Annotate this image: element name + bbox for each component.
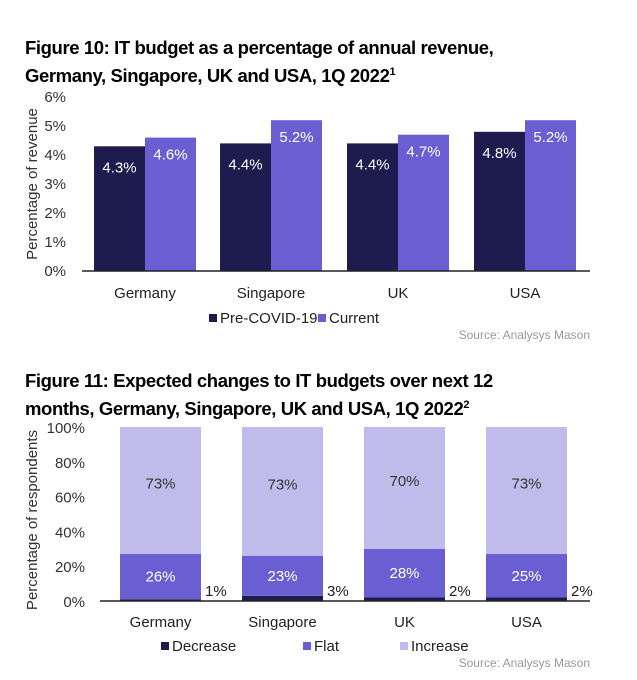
category-label: Germany bbox=[130, 614, 192, 631]
bar-decrease bbox=[486, 597, 567, 601]
legend-label: Increase bbox=[411, 638, 469, 655]
bar-pre-covid-19 bbox=[474, 131, 525, 271]
figure-11-title-line1: Figure 11: Expected changes to IT budget… bbox=[25, 370, 493, 391]
y-tick-label: 5% bbox=[44, 118, 66, 135]
bar-decrease bbox=[242, 595, 323, 601]
category-label: USA bbox=[511, 614, 542, 631]
data-label: 4.3% bbox=[102, 159, 136, 176]
y-tick-label: 20% bbox=[55, 559, 85, 576]
category-label: Germany bbox=[114, 285, 176, 302]
y-tick-label: 6% bbox=[44, 89, 66, 106]
data-label: 73% bbox=[145, 476, 175, 493]
data-label: 2% bbox=[571, 583, 593, 600]
figure-10-title-line2-wrap: Germany, Singapore, UK and USA, 1Q 20221 bbox=[25, 60, 493, 88]
legend-label: Pre-COVID-19 bbox=[220, 310, 318, 327]
bar-current bbox=[145, 137, 196, 271]
y-tick-label: 3% bbox=[44, 176, 66, 193]
figure-11-title-line2: months, Germany, Singapore, UK and USA, … bbox=[25, 398, 464, 420]
category-label: USA bbox=[510, 285, 541, 302]
figure-10-title-line2: Germany, Singapore, UK and USA, 1Q 2022 bbox=[25, 65, 390, 87]
bar-increase bbox=[242, 427, 323, 556]
data-label: 4.6% bbox=[153, 147, 187, 164]
legend-label: Current bbox=[329, 310, 380, 327]
data-label: 23% bbox=[267, 568, 297, 585]
bar-pre-covid-19 bbox=[347, 143, 398, 271]
data-label: 73% bbox=[511, 476, 541, 493]
legend-swatch bbox=[400, 642, 408, 650]
y-tick-label: 80% bbox=[55, 455, 85, 472]
legend-swatch bbox=[303, 642, 311, 650]
data-label: 4.7% bbox=[406, 144, 440, 161]
data-label: 1% bbox=[205, 583, 227, 600]
y-tick-label: 0% bbox=[63, 594, 85, 611]
legend-swatch bbox=[161, 642, 169, 650]
bar-decrease bbox=[120, 599, 201, 601]
category-label: Singapore bbox=[237, 285, 305, 302]
bar-flat bbox=[364, 548, 445, 598]
bar-increase bbox=[364, 427, 445, 549]
y-tick-label: 2% bbox=[44, 205, 66, 222]
bar-increase bbox=[120, 427, 201, 555]
y-tick-label: 4% bbox=[44, 147, 66, 164]
legend-swatch bbox=[318, 314, 326, 322]
bar-current bbox=[398, 134, 449, 271]
data-label: 25% bbox=[511, 568, 541, 585]
legend-swatch bbox=[209, 314, 217, 322]
source-note: Source: Analysys Mason bbox=[459, 656, 590, 670]
bar-pre-covid-19 bbox=[220, 143, 271, 271]
bar-flat bbox=[486, 554, 567, 598]
bar-increase bbox=[486, 427, 567, 555]
category-label: Singapore bbox=[248, 614, 316, 631]
data-label: 26% bbox=[145, 569, 175, 586]
legend-label: Decrease bbox=[172, 638, 236, 655]
bar-decrease bbox=[364, 597, 445, 601]
figure-11-title-line2-wrap: months, Germany, Singapore, UK and USA, … bbox=[25, 393, 493, 421]
data-label: 73% bbox=[267, 476, 297, 493]
figure-11-footnote: 2 bbox=[463, 399, 470, 411]
data-label: 4.8% bbox=[482, 145, 516, 162]
data-label: 4.4% bbox=[228, 156, 262, 173]
figure-10-title-line1: Figure 10: IT budget as a percentage of … bbox=[25, 37, 494, 58]
data-label: 4.4% bbox=[355, 156, 389, 173]
y-tick-label: 60% bbox=[55, 490, 85, 507]
bar-flat bbox=[120, 554, 201, 600]
y-axis-label: Percentage of respondents bbox=[24, 430, 41, 610]
bar-current bbox=[525, 120, 576, 271]
category-label: UK bbox=[388, 285, 409, 302]
legend-label: Flat bbox=[314, 638, 340, 655]
data-label: 28% bbox=[389, 565, 419, 582]
source-note: Source: Analysys Mason bbox=[459, 328, 590, 342]
data-label: 5.2% bbox=[533, 129, 567, 146]
bar-flat bbox=[242, 555, 323, 596]
bar-current bbox=[271, 120, 322, 271]
data-label: 70% bbox=[389, 473, 419, 490]
figure-10-title: Figure 10: IT budget as a percentage of … bbox=[25, 36, 494, 88]
data-label: 2% bbox=[449, 583, 471, 600]
y-tick-label: 1% bbox=[44, 234, 66, 251]
data-label: 5.2% bbox=[279, 129, 313, 146]
category-label: UK bbox=[394, 614, 415, 631]
figure-10-footnote: 1 bbox=[389, 66, 396, 78]
bar-pre-covid-19 bbox=[94, 146, 145, 271]
figure-11-title: Figure 11: Expected changes to IT budget… bbox=[25, 369, 493, 421]
y-tick-label: 100% bbox=[47, 420, 85, 437]
y-tick-label: 0% bbox=[44, 263, 66, 280]
y-tick-label: 40% bbox=[55, 524, 85, 541]
data-label: 3% bbox=[327, 583, 349, 600]
y-axis-label: Percentage of revenue bbox=[24, 108, 41, 260]
